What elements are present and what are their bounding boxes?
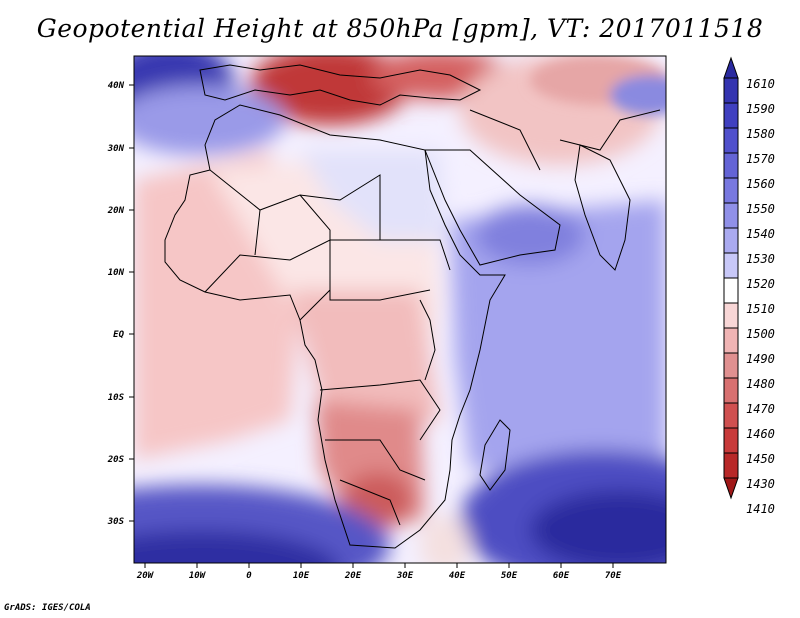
colorbar-label: 1480 xyxy=(746,377,775,391)
colorbar-label: 1410 xyxy=(746,502,775,516)
colorbar-box xyxy=(723,427,739,454)
colorbar-box xyxy=(723,127,739,154)
colorbar-box xyxy=(723,177,739,204)
colorbar-box xyxy=(723,452,739,479)
colorbar-box xyxy=(723,402,739,429)
lon-label: 50E xyxy=(501,571,518,581)
colorbar-label: 1560 xyxy=(746,177,775,191)
lon-label: 60E xyxy=(553,571,570,581)
colorbar-box xyxy=(723,302,739,329)
lat-label: EQ xyxy=(113,330,124,340)
coastlines xyxy=(164,64,661,549)
colorbar-label: 1500 xyxy=(746,327,775,341)
colorbar-label: 1580 xyxy=(746,127,775,141)
colorbar-label: 1470 xyxy=(746,402,775,416)
colorbar-label: 1430 xyxy=(746,477,775,491)
lon-label: 20W xyxy=(136,571,155,581)
colorbar-box xyxy=(723,227,739,254)
colorbar-label: 1590 xyxy=(746,102,775,116)
colorbar-label: 1510 xyxy=(746,302,775,316)
colorbar-box xyxy=(723,377,739,404)
colorbar-label: 1570 xyxy=(746,152,775,166)
lon-label: 20E xyxy=(344,571,362,581)
lat-label: 30N xyxy=(107,144,125,154)
colorbar: 1610 1590 1580 1570 1560 1550 1540 1530 … xyxy=(723,56,775,516)
colorbar-bottom-arrow xyxy=(723,477,739,500)
colorbar-label: 1540 xyxy=(746,227,775,241)
colorbar-label: 1460 xyxy=(746,427,775,441)
lat-label: 10N xyxy=(108,268,125,278)
colorbar-box xyxy=(723,277,739,304)
colorbar-label: 1450 xyxy=(746,452,775,466)
colorbar-label: 1530 xyxy=(746,252,775,266)
colorbar-label: 1520 xyxy=(746,277,775,291)
colorbar-label: 1610 xyxy=(746,77,775,91)
lat-label: 20N xyxy=(107,206,125,216)
colorbar-box xyxy=(723,252,739,279)
colorbar-box xyxy=(723,152,739,179)
map-frame xyxy=(133,55,667,564)
colorbar-label: 1550 xyxy=(746,202,775,216)
colorbar-box xyxy=(723,202,739,229)
lon-label: 0 xyxy=(246,571,252,581)
lon-label: 70E xyxy=(605,571,622,581)
credit-text: GrADS: IGES/COLA xyxy=(4,603,91,613)
longitude-axis: 20W 10W 0 10E 20E 30E 40E 50E 60E 70E xyxy=(136,563,622,581)
colorbar-label: 1490 xyxy=(746,352,775,366)
colorbar-boxes xyxy=(723,56,739,500)
lat-label: 40N xyxy=(108,81,125,91)
map-title: Geopotential Height at 850hPa [gpm], VT:… xyxy=(36,14,764,43)
latitude-axis: 40N 30N 20N 10N EQ 10S 20S 30S xyxy=(107,81,134,527)
lat-label: 20S xyxy=(107,455,125,465)
lon-label: 30E xyxy=(396,571,414,581)
colorbar-box xyxy=(723,327,739,354)
colorbar-box xyxy=(723,352,739,379)
lon-label: 40E xyxy=(449,571,466,581)
colorbar-box xyxy=(723,102,739,129)
lon-label: 10E xyxy=(293,571,310,581)
colorbar-top-arrow xyxy=(723,56,739,79)
height-field xyxy=(134,56,666,563)
lat-label: 10S xyxy=(108,393,125,403)
lat-label: 30S xyxy=(107,517,125,527)
colorbar-box xyxy=(723,77,739,104)
colorbar-labels: 1610 1590 1580 1570 1560 1550 1540 1530 … xyxy=(746,77,775,516)
lon-label: 10W xyxy=(189,571,207,581)
